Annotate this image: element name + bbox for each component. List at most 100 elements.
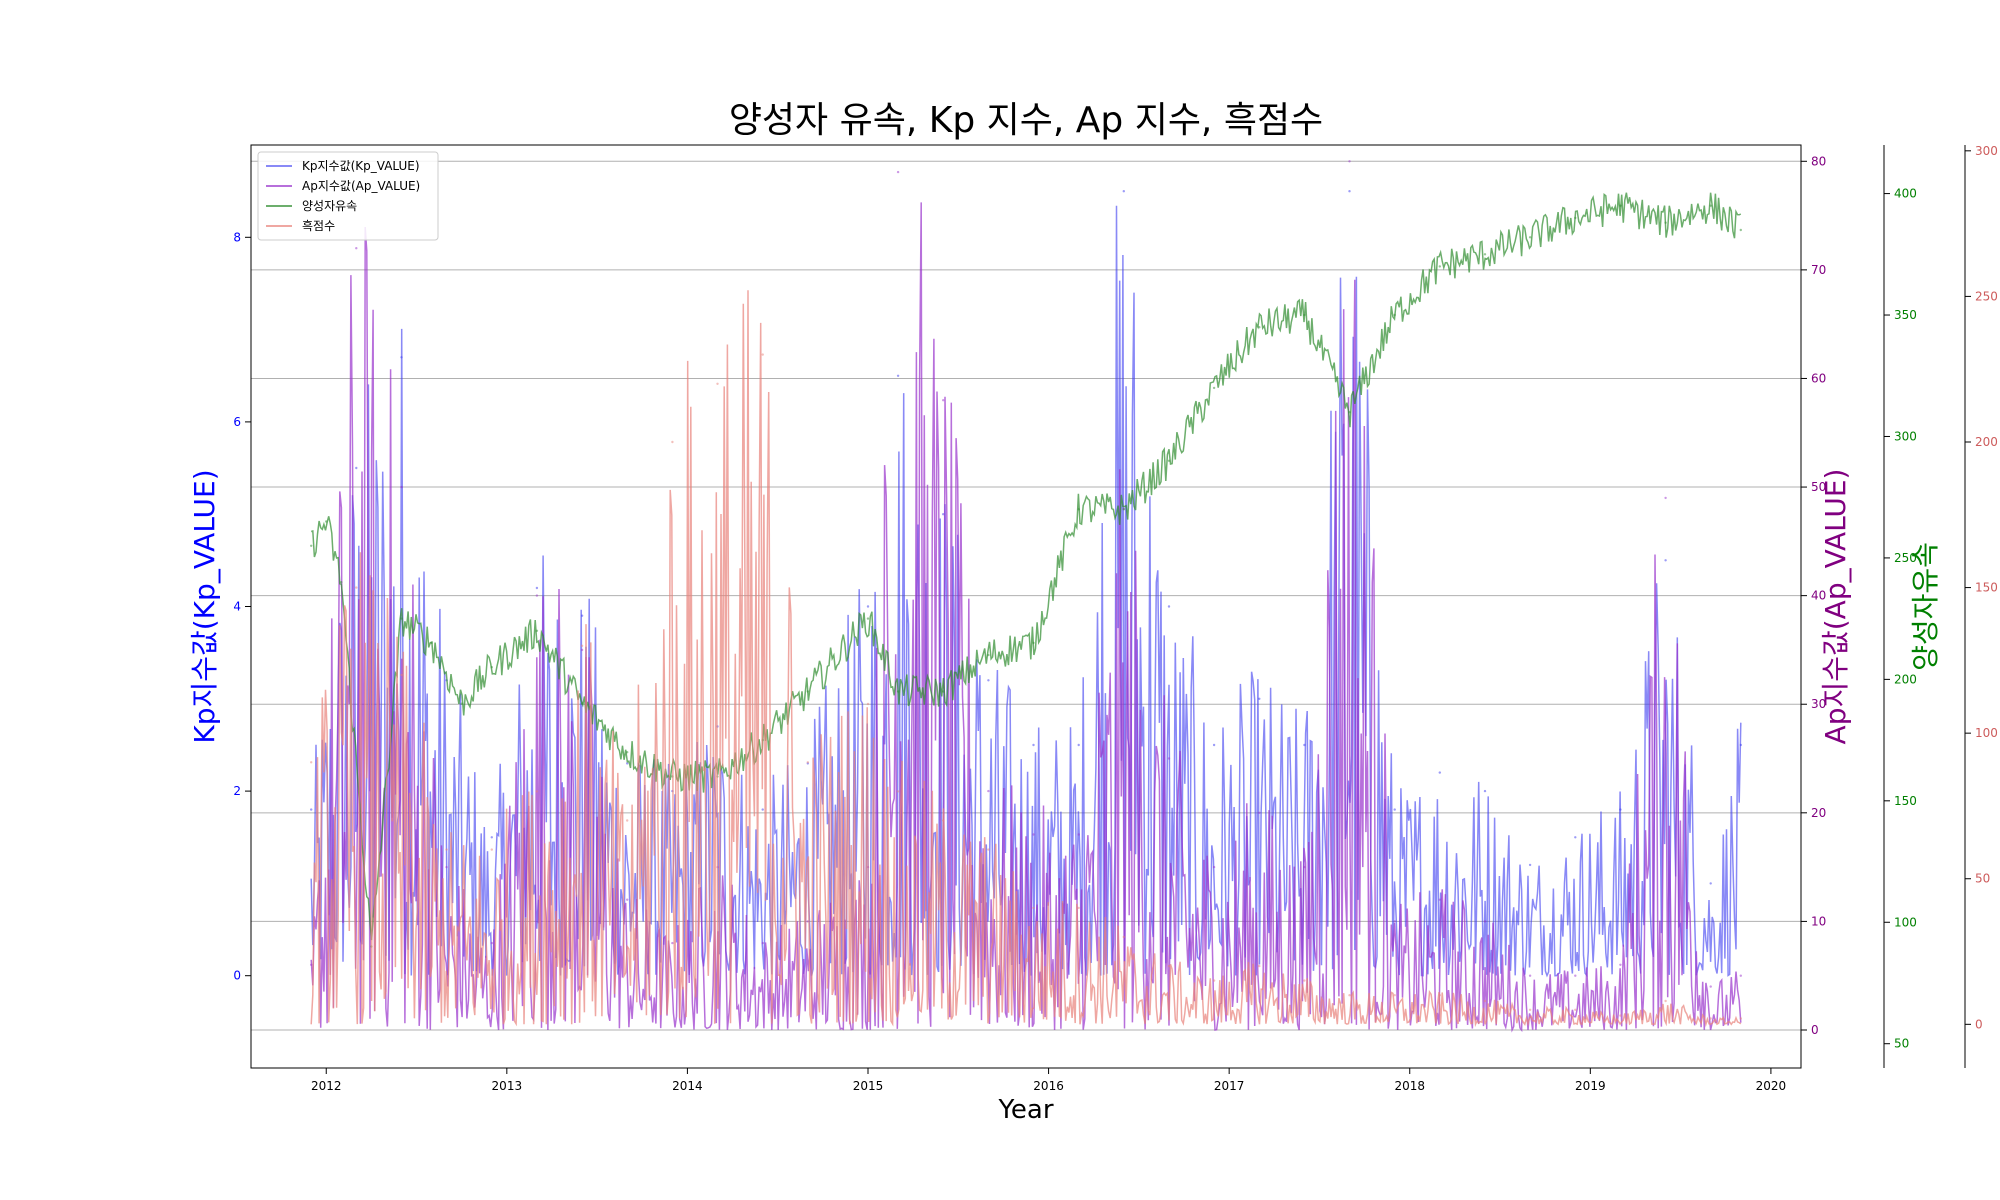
sunspot-tick-label: 150 (1975, 581, 1998, 595)
data-point (310, 761, 313, 764)
proton-tick-label: 350 (1894, 308, 1917, 322)
kp-tick-label: 8 (233, 230, 241, 244)
data-point (1574, 836, 1577, 839)
data-point (1483, 999, 1487, 1003)
legend-label: 흑점수 (302, 219, 335, 233)
data-point (896, 690, 900, 693)
data-point (1212, 743, 1216, 747)
legend-label: Ap지수값(Ap_VALUE) (302, 179, 420, 193)
data-point (1167, 459, 1171, 462)
data-point (866, 617, 870, 620)
data-point (580, 702, 584, 705)
data-point (1258, 697, 1261, 700)
data-point (1664, 559, 1667, 562)
x-tick-label: 2020 (1756, 1079, 1787, 1093)
legend-label: 양성자유속 (302, 199, 357, 213)
data-point (761, 353, 764, 356)
data-point (1122, 935, 1126, 939)
data-point (1212, 386, 1216, 390)
data-point (1393, 808, 1396, 811)
x-tick-label: 2013 (492, 1079, 523, 1093)
data-point (671, 440, 674, 444)
data-point (490, 836, 493, 839)
data-point (1393, 920, 1396, 923)
kp-axis-label: Kp지수값(Kp_VALUE) (188, 469, 221, 743)
ap-tick-label: 20 (1811, 806, 1826, 820)
data-point (400, 356, 403, 359)
sunspot-tick-label: 50 (1975, 872, 1990, 886)
data-point (896, 374, 900, 377)
data-point (866, 702, 870, 706)
data-point (1348, 160, 1351, 163)
data-point (1739, 743, 1743, 747)
data-point (896, 170, 900, 174)
data-point (1709, 882, 1712, 885)
sunspot-tick-label: 0 (1975, 1017, 1983, 1031)
data-point (987, 848, 990, 851)
x-tick-label: 2014 (672, 1079, 703, 1093)
legend-box (257, 151, 439, 241)
data-point (325, 520, 328, 523)
data-point (1348, 411, 1351, 414)
data-point (1303, 313, 1306, 317)
ap-tick-label: 30 (1811, 697, 1826, 711)
data-point (1483, 789, 1487, 793)
data-point (445, 865, 448, 869)
data-point (355, 247, 358, 250)
data-point (1032, 743, 1035, 747)
data-point (1167, 964, 1171, 968)
sunspot-tick-label: 200 (1975, 435, 1998, 449)
data-point (987, 679, 990, 682)
data-point (490, 666, 493, 669)
data-point (1077, 743, 1080, 747)
data-point (942, 690, 945, 693)
data-point (1528, 863, 1532, 867)
sunspot-tick-label: 250 (1975, 289, 1998, 303)
data-point (987, 653, 990, 657)
data-point (1709, 204, 1712, 207)
series-line-4 (310, 290, 1742, 1028)
data-point (1619, 808, 1622, 811)
data-point (1167, 757, 1171, 760)
legend-label: Kp지수값(Kp_VALUE) (302, 159, 420, 173)
data-point (1032, 833, 1035, 836)
axes-layer: 2012 2013 2014 2015 2016 2017 2018 2019 20200246… (188, 144, 1998, 1093)
data-point (1483, 253, 1487, 256)
data-point (580, 614, 584, 617)
data-point (1032, 906, 1035, 910)
data-point (1483, 920, 1487, 923)
data-point (866, 605, 870, 608)
data-point (716, 382, 719, 385)
data-point (430, 641, 433, 645)
ap-axis-label: Ap지수값(Ap_VALUE) (1819, 469, 1852, 745)
data-point (1212, 865, 1216, 869)
kp-tick-label: 4 (233, 600, 241, 614)
kp-tick-label: 0 (233, 969, 241, 983)
data-point (1619, 963, 1622, 966)
proton-tick-label: 200 (1894, 672, 1917, 686)
data-point (942, 819, 945, 822)
data-point (626, 898, 629, 901)
data-point (1303, 865, 1306, 869)
proton-tick-label: 150 (1894, 794, 1917, 808)
data-point (1212, 979, 1216, 982)
data-point (1739, 228, 1743, 232)
data-point (1438, 265, 1442, 268)
data-point (1303, 743, 1306, 747)
data-point (1077, 508, 1080, 511)
data-point (1122, 190, 1126, 193)
sunspot-tick-label: 300 (1975, 144, 1998, 158)
data-point (1709, 1017, 1712, 1020)
proton-tick-label: 50 (1894, 1037, 1909, 1051)
data-point (1619, 1014, 1622, 1017)
data-point (1574, 1008, 1577, 1011)
data-point (1739, 1017, 1743, 1020)
ap-tick-label: 40 (1811, 589, 1826, 603)
data-point (535, 790, 539, 793)
data-point (626, 751, 629, 754)
data-point (460, 702, 463, 705)
data-point (1709, 985, 1712, 988)
data-point (942, 513, 945, 516)
proton-tick-label: 100 (1894, 915, 1917, 929)
